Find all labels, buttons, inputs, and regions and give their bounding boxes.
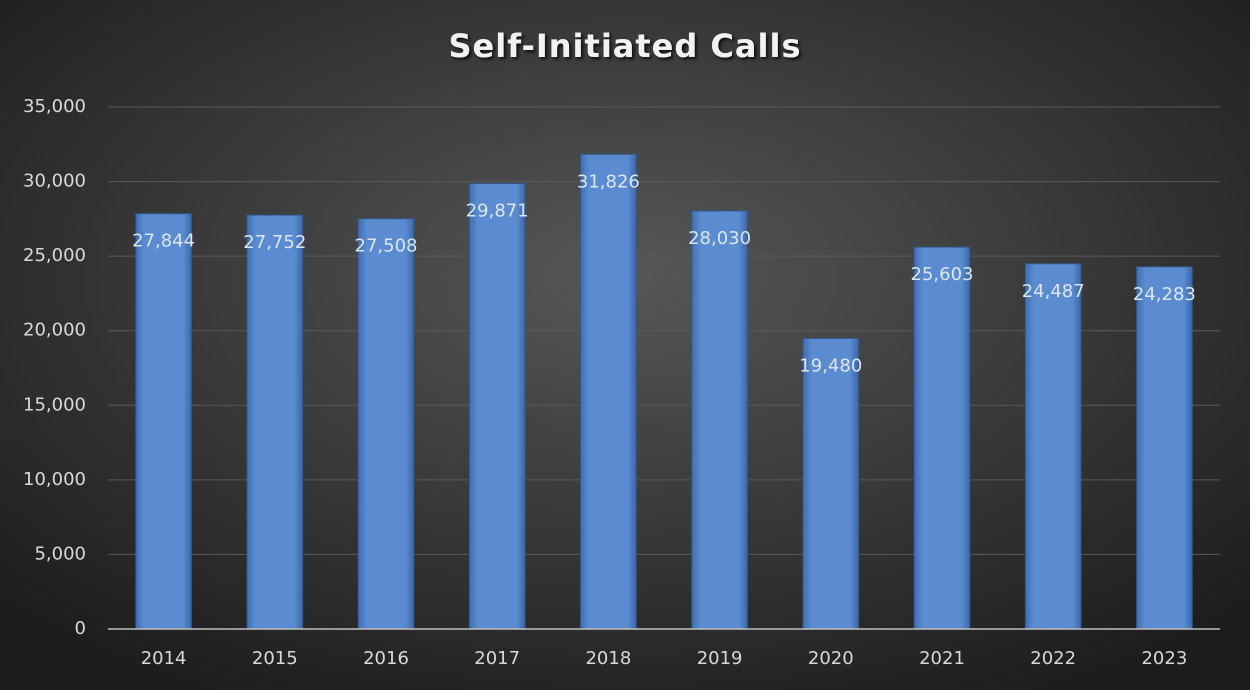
chart-title: Self-Initiated Calls <box>449 27 802 65</box>
bar <box>246 214 304 630</box>
data-label: 24,283 <box>1133 284 1196 305</box>
x-tick-label: 2021 <box>919 648 965 669</box>
y-tick-label: 15,000 <box>23 394 86 415</box>
x-tick-label: 2019 <box>697 648 743 669</box>
y-tick-label: 10,000 <box>23 469 86 490</box>
data-label: 25,603 <box>911 264 974 285</box>
bar <box>802 337 860 630</box>
bar <box>691 210 748 630</box>
data-label: 27,752 <box>243 232 306 253</box>
y-tick-label: 5,000 <box>34 543 86 564</box>
data-label: 31,826 <box>577 171 640 192</box>
x-tick-label: 2023 <box>1141 648 1187 669</box>
bar <box>468 182 526 630</box>
x-tick-label: 2015 <box>252 648 298 669</box>
data-label: 27,844 <box>132 231 195 252</box>
data-label: 29,871 <box>466 200 529 221</box>
y-tick-label: 20,000 <box>23 320 86 341</box>
data-label: 24,487 <box>1022 281 1085 302</box>
y-tick-label: 35,000 <box>23 96 86 117</box>
bar <box>135 213 192 630</box>
x-tick-label: 2014 <box>141 648 187 669</box>
y-tick-label: 30,000 <box>23 171 86 192</box>
bar <box>1136 266 1193 630</box>
y-tick-label: 25,000 <box>23 245 86 266</box>
x-tick-label: 2017 <box>474 648 520 669</box>
data-label: 19,480 <box>799 355 862 376</box>
data-label: 27,508 <box>355 236 418 257</box>
bar <box>357 218 415 630</box>
x-tick-label: 2022 <box>1030 648 1076 669</box>
data-label: 28,030 <box>688 228 751 249</box>
bar <box>1024 263 1082 630</box>
bar <box>580 153 637 630</box>
x-tick-label: 2020 <box>808 648 854 669</box>
bar <box>913 246 971 630</box>
y-tick-label: 0 <box>75 618 86 639</box>
x-tick-label: 2018 <box>585 648 631 669</box>
x-tick-label: 2016 <box>363 648 409 669</box>
